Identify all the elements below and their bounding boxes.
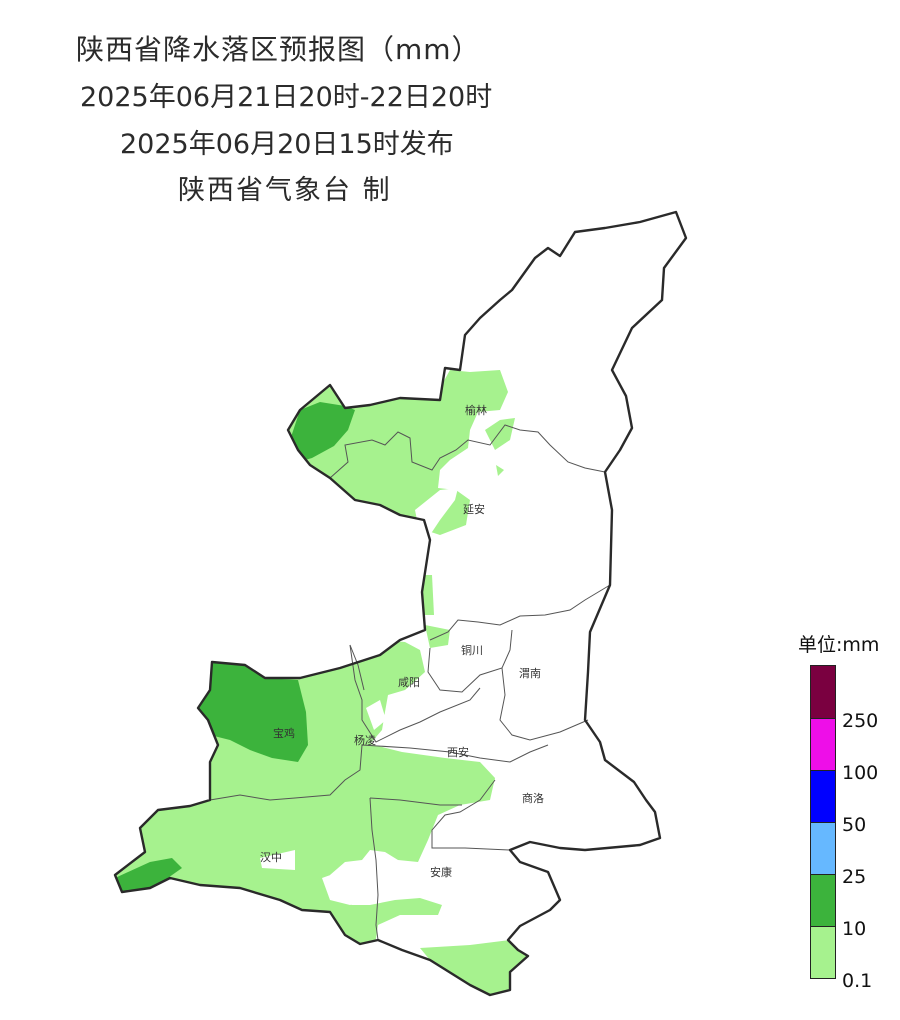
legend-swatch-above-250: [811, 666, 835, 718]
legend-tick-100: 100: [842, 762, 879, 784]
legend-swatch-100-250: [811, 718, 835, 770]
forecast-period: 2025年06月21日20时-22日20时: [80, 82, 493, 113]
city-label-xianyang: 咸阳: [398, 676, 420, 689]
legend-swatch-50-100: [811, 770, 835, 822]
city-label-tongchuan: 铜川: [461, 643, 483, 657]
legend-swatch-25-50: [811, 822, 835, 874]
city-label-shangluo: 商洛: [522, 791, 544, 805]
city-label-ankang: 安康: [430, 865, 452, 879]
map-title: 陕西省降水落区预报图（mm）: [76, 33, 481, 66]
legend-tick-0-1: 0.1: [842, 970, 873, 992]
legend-title: 单位:mm: [798, 634, 880, 656]
city-label-yanan: 延安: [463, 502, 485, 516]
legend-tick-250: 250: [842, 710, 879, 732]
legend-tick-50: 50: [842, 814, 867, 836]
legend-swatch-10-25: [811, 874, 835, 926]
city-label-yulin: 榆林: [465, 403, 487, 417]
legend-tick-10: 10: [842, 918, 867, 940]
legend-color-bar: [810, 665, 836, 979]
issuer: 陕西省气象台 制: [178, 175, 392, 206]
legend-tick-25: 25: [842, 866, 867, 888]
precipitation-legend: 单位:mm 250 100 50 25 10 0.1: [780, 630, 900, 1000]
issue-time: 2025年06月20日15时发布: [120, 129, 454, 160]
city-label-hanzhong: 汉中: [260, 851, 282, 864]
city-label-xian: 西安: [447, 745, 469, 759]
prefecture-boundaries: [209, 424, 611, 941]
rain-area-10-to-25: [115, 402, 355, 892]
city-labels: 榆林 延安 铜川 咸阳 渭南 宝鸡 杨凌 西安 商洛 汉中 安康: [260, 403, 544, 879]
city-label-baoji: 宝鸡: [273, 726, 295, 740]
city-label-yangling: 杨凌: [354, 733, 376, 747]
city-label-weinan: 渭南: [519, 667, 541, 680]
shaanxi-province-border: [113, 210, 688, 997]
legend-swatch-0-1-10: [811, 926, 835, 978]
